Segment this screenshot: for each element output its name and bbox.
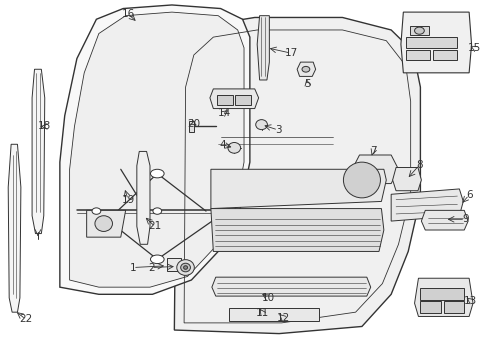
- Polygon shape: [87, 210, 125, 237]
- Bar: [235, 95, 251, 105]
- Polygon shape: [352, 155, 398, 184]
- Text: 17: 17: [285, 48, 298, 58]
- Ellipse shape: [228, 143, 241, 153]
- Polygon shape: [211, 169, 386, 208]
- Text: 10: 10: [262, 293, 275, 303]
- Text: 13: 13: [464, 296, 477, 306]
- Polygon shape: [174, 18, 420, 334]
- Polygon shape: [415, 278, 473, 316]
- Polygon shape: [421, 210, 468, 230]
- Text: 8: 8: [416, 160, 423, 170]
- Polygon shape: [212, 277, 371, 296]
- Ellipse shape: [222, 208, 231, 214]
- Text: 22: 22: [19, 314, 32, 324]
- Text: 3: 3: [275, 125, 281, 135]
- Ellipse shape: [95, 216, 113, 231]
- Ellipse shape: [92, 208, 101, 214]
- Ellipse shape: [302, 66, 310, 72]
- Polygon shape: [257, 16, 270, 80]
- Text: 15: 15: [467, 43, 481, 53]
- Bar: [410, 26, 429, 35]
- Ellipse shape: [181, 263, 191, 272]
- Polygon shape: [32, 69, 45, 234]
- Text: 9: 9: [462, 214, 468, 224]
- Bar: [433, 50, 457, 60]
- Text: 2: 2: [148, 262, 155, 273]
- Text: 21: 21: [148, 221, 162, 231]
- Text: 1: 1: [130, 262, 136, 273]
- Polygon shape: [211, 208, 384, 251]
- Polygon shape: [70, 12, 244, 287]
- Ellipse shape: [150, 255, 164, 264]
- Text: 20: 20: [187, 118, 200, 129]
- Text: 19: 19: [122, 195, 135, 204]
- Text: 6: 6: [466, 190, 472, 200]
- Bar: [444, 301, 464, 313]
- Bar: [406, 37, 457, 48]
- Polygon shape: [8, 144, 21, 312]
- Ellipse shape: [415, 27, 424, 34]
- Ellipse shape: [256, 120, 268, 130]
- Text: 14: 14: [218, 108, 231, 118]
- Ellipse shape: [177, 260, 195, 275]
- Ellipse shape: [184, 266, 188, 269]
- Bar: [229, 307, 319, 321]
- Text: 5: 5: [304, 78, 311, 89]
- Text: 11: 11: [256, 308, 269, 318]
- Bar: [406, 50, 430, 60]
- Ellipse shape: [150, 169, 164, 178]
- Ellipse shape: [343, 162, 380, 198]
- Bar: [217, 95, 233, 105]
- Polygon shape: [401, 12, 471, 73]
- Bar: [420, 301, 441, 313]
- Text: 18: 18: [38, 121, 51, 131]
- Ellipse shape: [153, 208, 162, 214]
- Polygon shape: [391, 189, 463, 221]
- Polygon shape: [392, 167, 421, 191]
- Polygon shape: [297, 62, 316, 76]
- Text: 12: 12: [276, 312, 290, 323]
- Polygon shape: [137, 152, 150, 244]
- Text: 7: 7: [370, 147, 376, 157]
- Bar: [167, 257, 181, 271]
- Text: 4: 4: [220, 140, 226, 150]
- Polygon shape: [60, 5, 250, 294]
- Text: 16: 16: [122, 9, 135, 19]
- Bar: [189, 121, 194, 132]
- Polygon shape: [210, 89, 259, 109]
- Bar: [420, 288, 464, 300]
